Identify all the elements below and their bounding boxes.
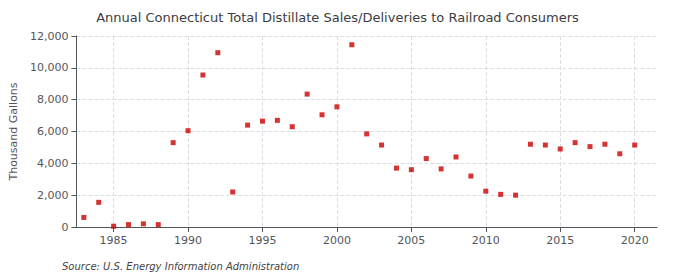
svg-text:0: 0 bbox=[61, 221, 68, 234]
svg-text:10,000: 10,000 bbox=[30, 61, 69, 74]
svg-text:2000: 2000 bbox=[323, 234, 351, 247]
svg-text:8,000: 8,000 bbox=[37, 93, 69, 106]
svg-text:1985: 1985 bbox=[100, 234, 128, 247]
svg-text:Thousand Gallons: Thousand Gallons bbox=[7, 82, 20, 181]
svg-text:Annual Connecticut Total Disti: Annual Connecticut Total Distillate Sale… bbox=[96, 10, 579, 25]
svg-text:2015: 2015 bbox=[546, 234, 574, 247]
svg-text:2020: 2020 bbox=[621, 234, 649, 247]
svg-text:2,000: 2,000 bbox=[37, 189, 69, 202]
svg-text:12,000: 12,000 bbox=[30, 30, 69, 43]
svg-text:6,000: 6,000 bbox=[37, 125, 69, 138]
svg-text:1990: 1990 bbox=[174, 234, 202, 247]
svg-text:2010: 2010 bbox=[472, 234, 500, 247]
svg-text:2005: 2005 bbox=[397, 234, 425, 247]
svg-text:Source: U.S. Energy Informatio: Source: U.S. Energy Information Administ… bbox=[62, 261, 299, 272]
svg-text:4,000: 4,000 bbox=[37, 157, 69, 170]
svg-text:1995: 1995 bbox=[248, 234, 276, 247]
